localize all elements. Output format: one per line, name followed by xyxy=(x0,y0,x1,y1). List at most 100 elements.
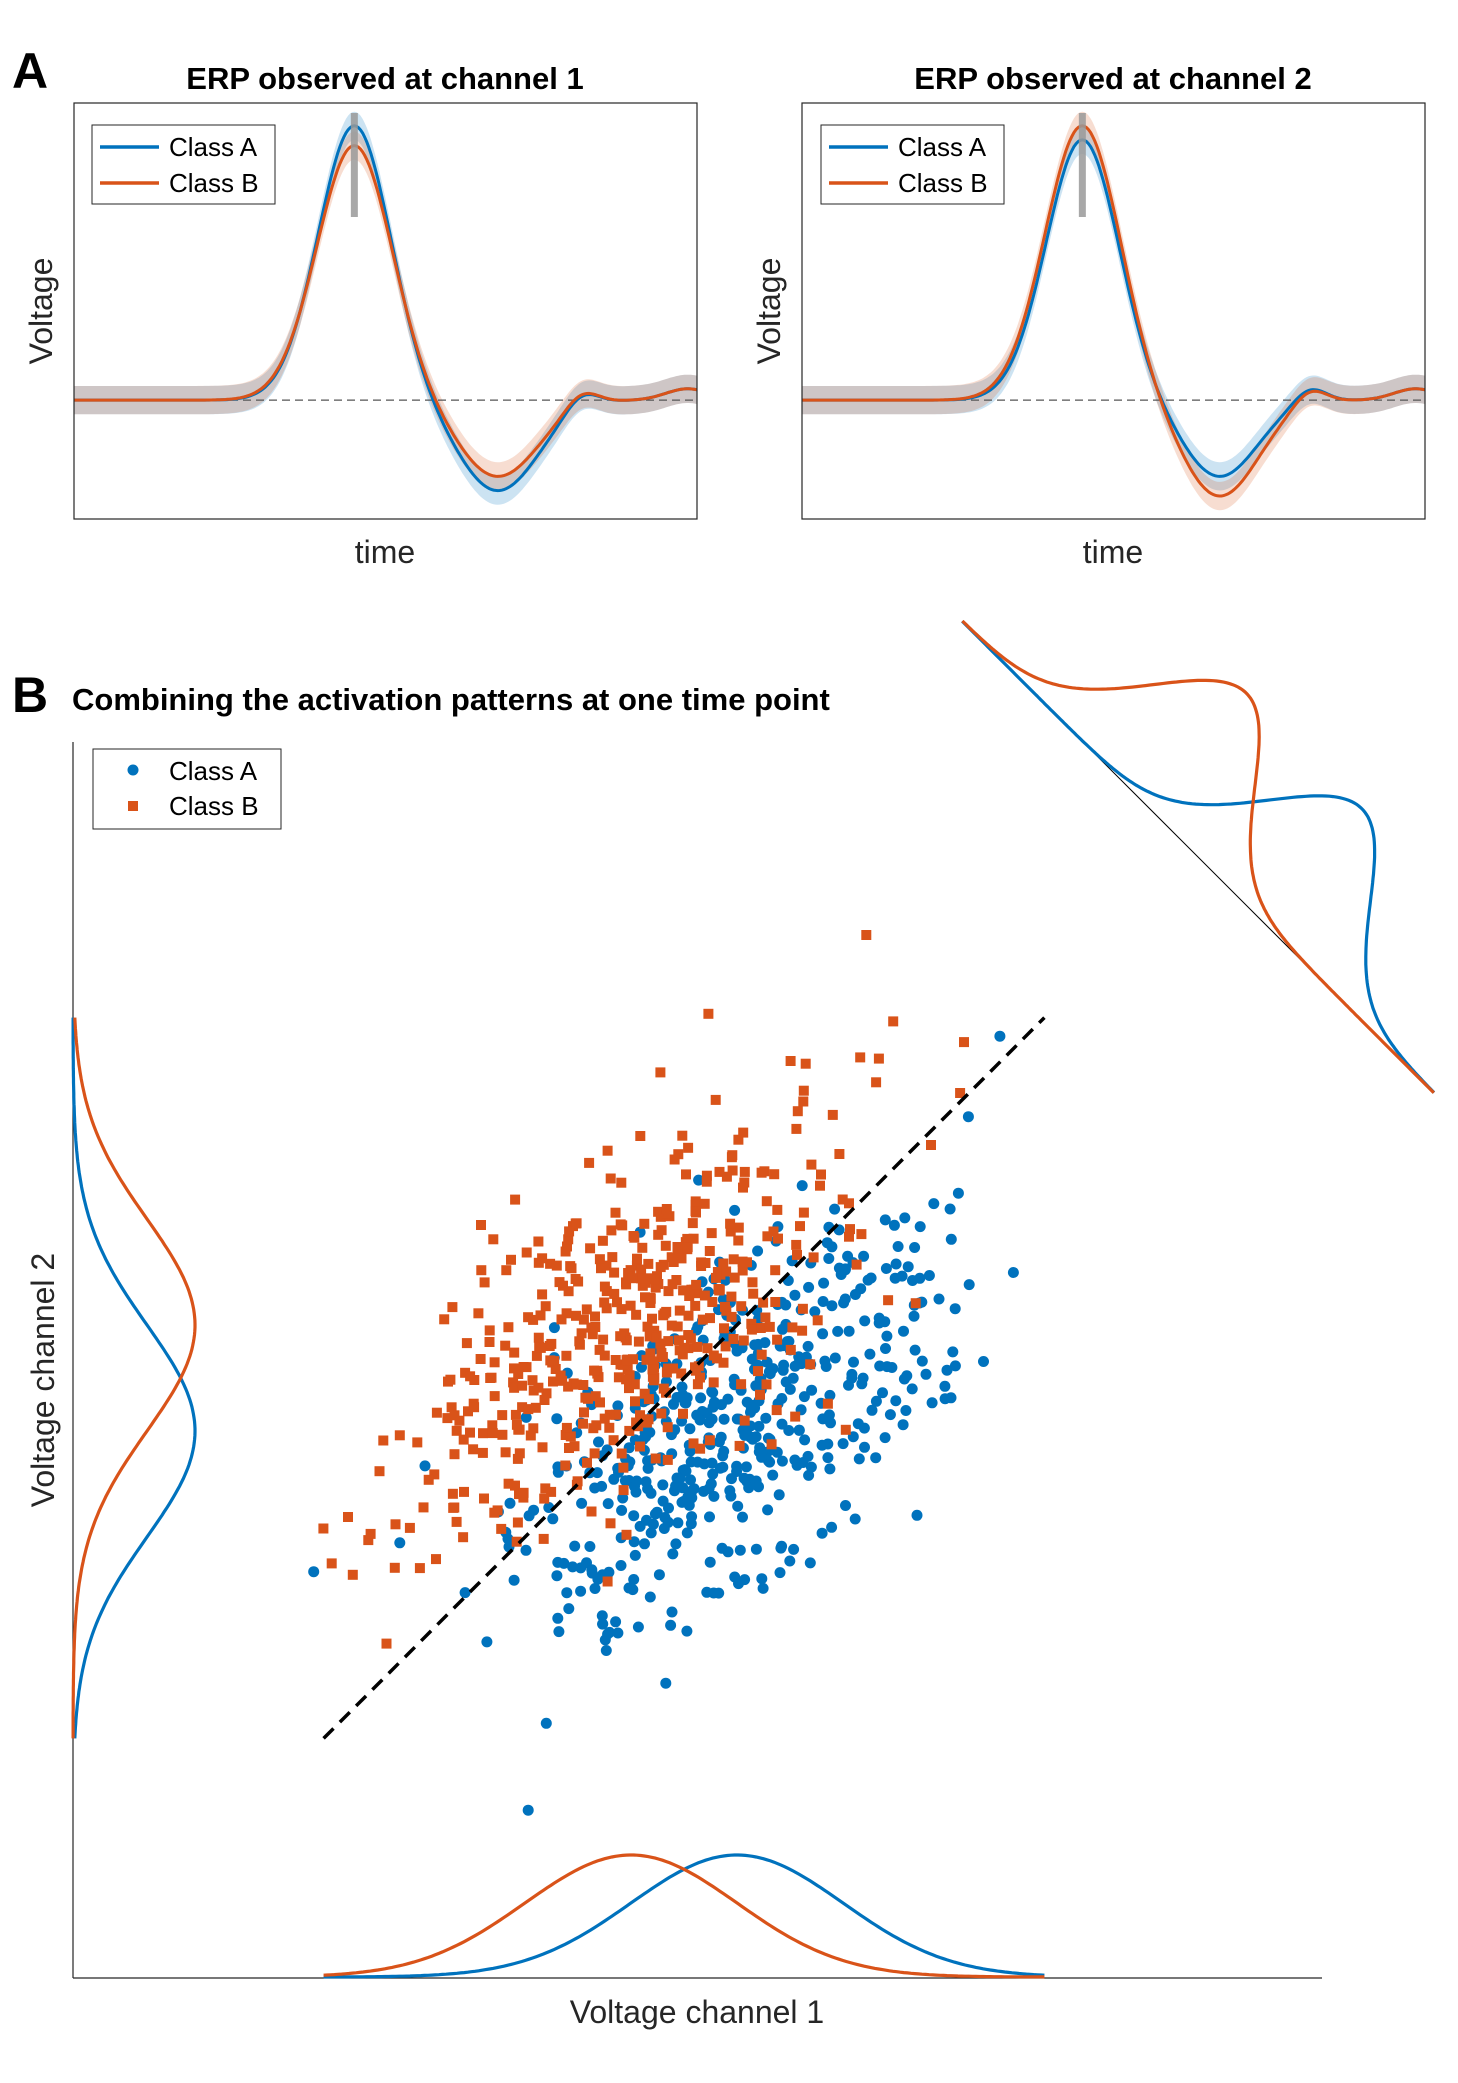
scatter-point-class-a xyxy=(459,1587,471,1599)
chart-1-title: ERP observed at channel 1 xyxy=(186,61,583,96)
scatter-point-class-a xyxy=(898,1325,909,1337)
scatter-point-class-b xyxy=(861,930,872,940)
scatter-point-class-b xyxy=(449,1410,460,1421)
scatter-point-class-b xyxy=(715,1269,726,1280)
scatter-point-class-b xyxy=(599,1297,610,1308)
scatter-point-class-b xyxy=(649,1372,660,1383)
scatter-point-class-a xyxy=(750,1543,762,1555)
scatter-point-class-b xyxy=(771,1405,782,1416)
scatter-point-class-b xyxy=(726,1152,737,1163)
chart-1-legend-label-class-b: Class B xyxy=(169,168,259,198)
scatter-point-class-a xyxy=(781,1336,793,1348)
scatter-point-class-a xyxy=(682,1491,694,1503)
scatter-point-class-a xyxy=(824,1463,836,1475)
scatter-point-class-b xyxy=(560,1430,571,1440)
scatter-point-class-a xyxy=(791,1459,803,1471)
scatter-point-class-b xyxy=(690,1196,701,1207)
x-marginal-density-class-a xyxy=(323,1853,1045,1979)
scatter-point-class-b xyxy=(669,1154,680,1165)
scatter-point-class-a xyxy=(732,1500,744,1512)
scatter-point-class-a xyxy=(481,1636,493,1648)
scatter-point-class-a xyxy=(704,1556,716,1568)
scatter-point-class-b xyxy=(496,1523,507,1534)
scatter-point-class-a xyxy=(681,1625,693,1637)
scatter-point-class-b xyxy=(538,1533,549,1544)
scatter-point-class-b xyxy=(668,1257,679,1267)
scatter-legend-marker-class-b xyxy=(128,801,138,811)
scatter-point-class-a xyxy=(707,1468,719,1480)
scatter-point-class-a xyxy=(616,1504,628,1516)
scatter-point-class-b xyxy=(655,1067,666,1078)
scatter-point-class-b xyxy=(761,1379,772,1390)
chart-2-legend: Class A Class B xyxy=(820,124,1005,205)
scatter-point-class-a xyxy=(906,1383,918,1395)
scatter-point-class-b xyxy=(585,1243,596,1254)
scatter-point-class-b xyxy=(537,1289,548,1300)
scatter-point-class-b xyxy=(487,1428,498,1439)
scatter-point-class-b xyxy=(510,1409,521,1420)
scatter-point-class-b xyxy=(563,1234,574,1245)
scatter-point-class-b xyxy=(564,1226,575,1237)
scatter-point-class-a xyxy=(776,1393,788,1404)
scatter-plot-area xyxy=(71,619,1436,1979)
scatter-point-class-a xyxy=(640,1476,652,1488)
scatter-point-class-b xyxy=(688,1233,699,1244)
scatter-point-class-b xyxy=(605,1518,616,1529)
scatter-point-class-b xyxy=(704,1246,715,1256)
scatter-point-class-b xyxy=(627,1273,638,1284)
scatter-point-class-a xyxy=(796,1180,808,1192)
scatter-point-class-b xyxy=(851,1259,862,1270)
scatter-point-class-a xyxy=(826,1300,838,1312)
scatter-point-class-b xyxy=(517,1380,528,1391)
scatter-point-class-a xyxy=(657,1495,669,1507)
scatter-point-class-b xyxy=(798,1085,809,1096)
scatter-point-class-a xyxy=(745,1401,757,1413)
scatter-point-class-a xyxy=(798,1391,810,1403)
scatter-point-class-b xyxy=(530,1402,541,1413)
scatter-point-class-b xyxy=(649,1274,660,1285)
chart-1-x-axis-label: time xyxy=(355,534,415,570)
scatter-point-class-a xyxy=(684,1423,696,1435)
scatter-point-class-b xyxy=(673,1335,684,1346)
scatter-point-class-b xyxy=(390,1519,401,1530)
scatter-point-class-a xyxy=(703,1483,715,1495)
scatter-point-class-b xyxy=(729,1272,740,1283)
scatter-point-class-b xyxy=(653,1206,664,1217)
scatter-point-class-b xyxy=(772,1334,783,1345)
scatter-point-class-b xyxy=(733,1134,744,1145)
scatter-point-class-b xyxy=(719,1323,729,1334)
scatter-point-class-b xyxy=(837,1194,848,1205)
scatter-point-class-b xyxy=(621,1355,632,1366)
scatter-point-class-b xyxy=(642,1321,653,1332)
scatter-point-class-b xyxy=(797,1325,808,1336)
scatter-point-class-b xyxy=(565,1261,576,1272)
scatter-point-class-a xyxy=(978,1356,989,1367)
scatter-point-class-b xyxy=(636,1264,647,1275)
scatter-point-class-a xyxy=(752,1245,764,1257)
scatter-point-class-b xyxy=(656,1408,667,1419)
scatter-point-class-b xyxy=(539,1395,550,1405)
scatter-point-class-a xyxy=(793,1351,805,1363)
scatter-point-class-b xyxy=(663,1286,674,1297)
scatter-point-class-b xyxy=(805,1359,816,1370)
scatter-point-class-a xyxy=(870,1395,882,1407)
scatter-point-class-a xyxy=(522,1804,534,1816)
scatter-point-class-b xyxy=(540,1483,551,1494)
scatter-point-class-a xyxy=(842,1250,854,1262)
scatter-point-class-b xyxy=(766,1439,777,1450)
scatter-point-class-b xyxy=(714,1285,725,1296)
scatter-point-class-b xyxy=(478,1428,488,1439)
scatter-point-class-b xyxy=(479,1277,490,1288)
scatter-point-class-b xyxy=(720,1341,731,1352)
scatter-point-class-a xyxy=(665,1619,677,1631)
scatter-point-class-b xyxy=(764,1321,775,1332)
scatter-point-class-b xyxy=(447,1302,458,1313)
scatter-point-class-a xyxy=(843,1379,854,1391)
scatter-point-class-b xyxy=(528,1385,539,1396)
chart-2-line-class-b xyxy=(802,124,1426,498)
projection-density-class-b xyxy=(961,619,1435,1094)
scatter-point-class-b xyxy=(563,1381,574,1392)
scatter-point-class-b xyxy=(708,1377,719,1388)
scatter-point-class-b xyxy=(605,1173,616,1184)
scatter-point-class-b xyxy=(412,1437,423,1448)
